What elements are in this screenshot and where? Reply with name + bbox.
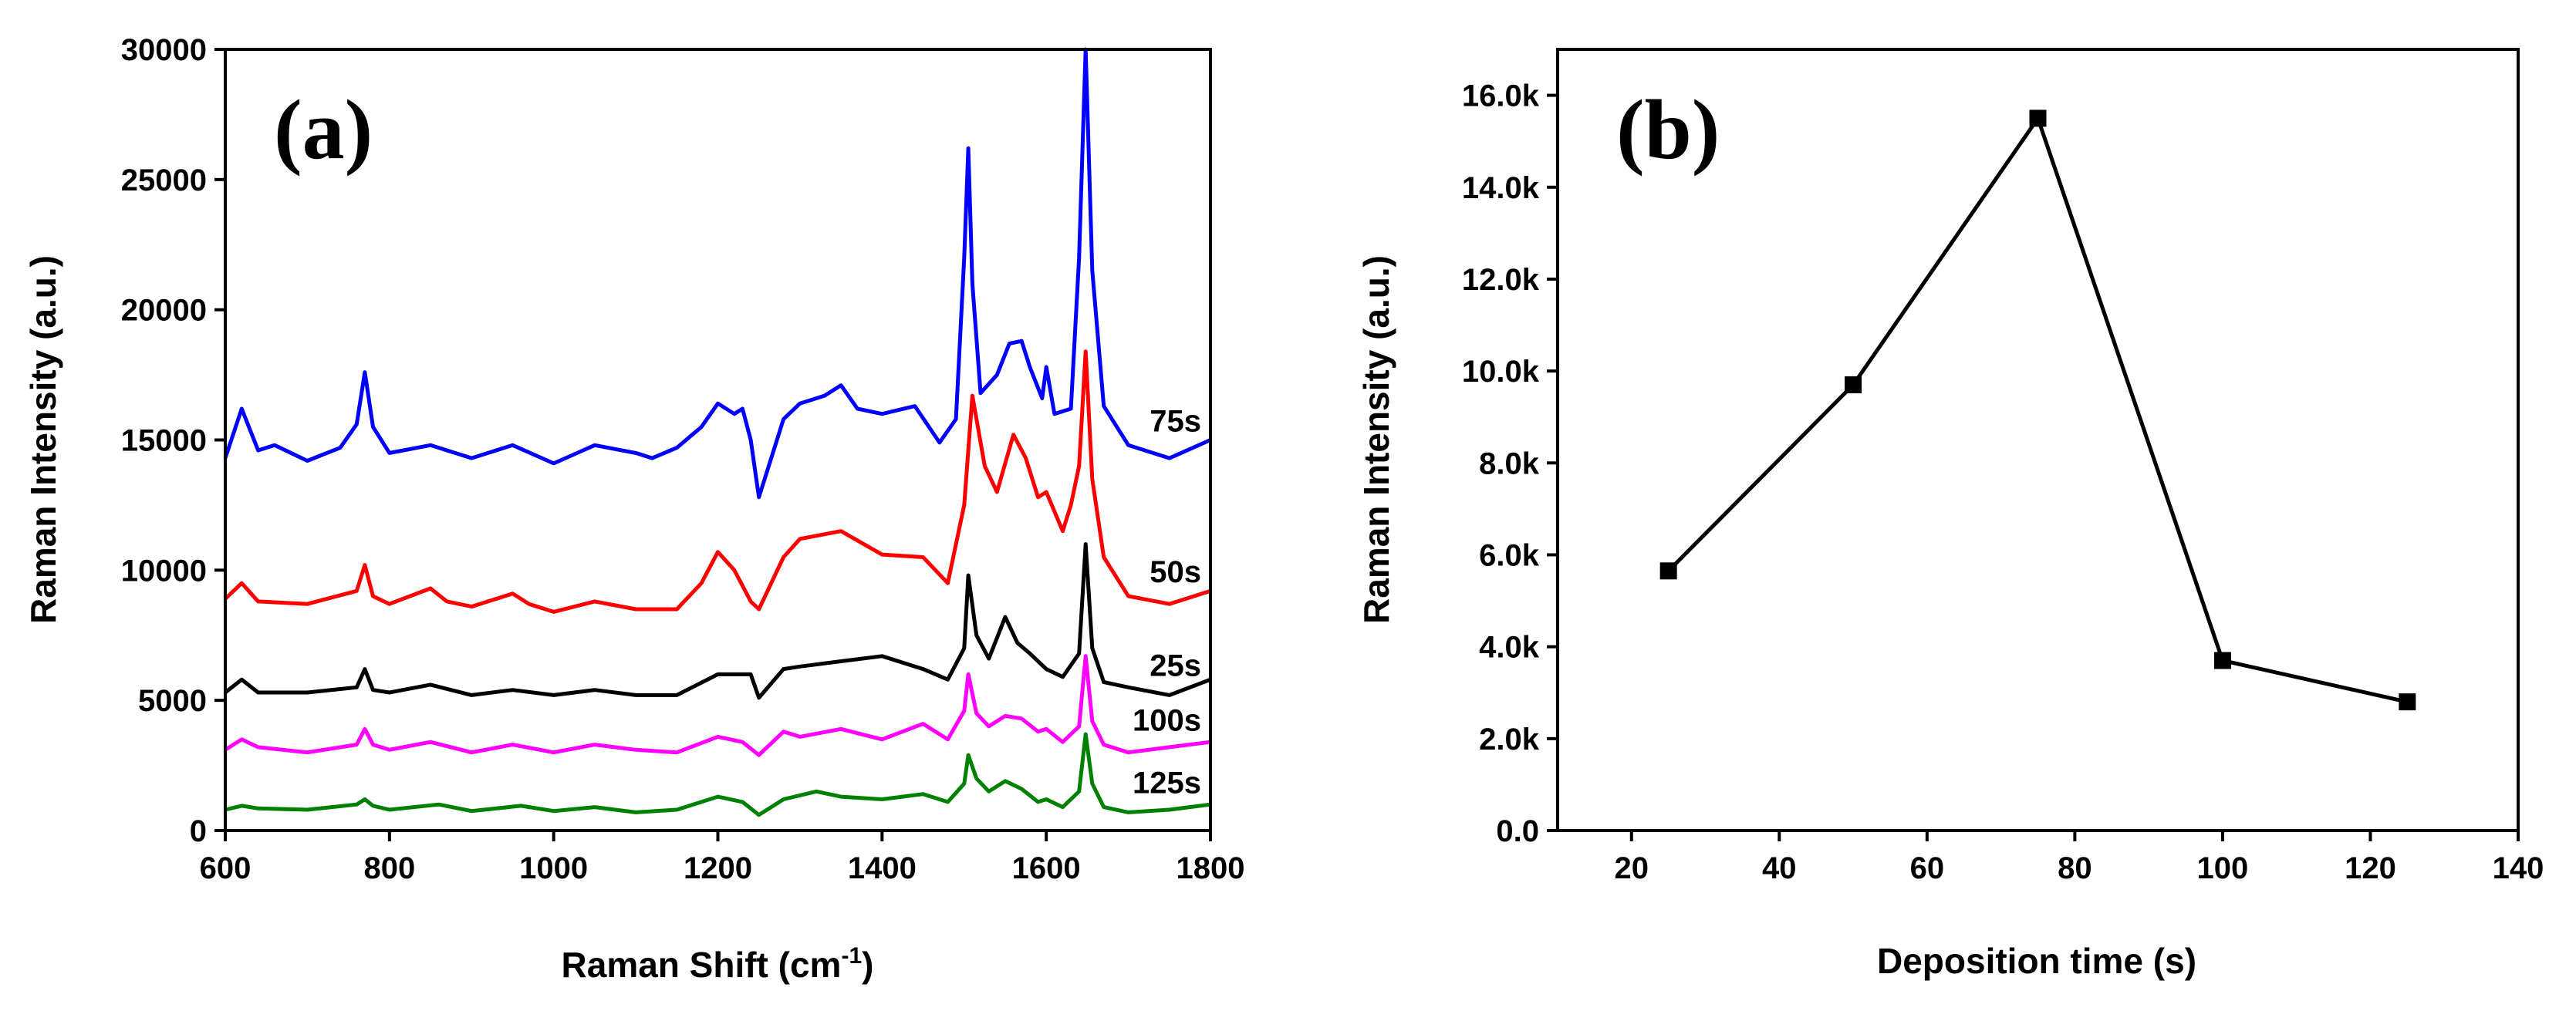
panel-b-y-tick-label: 6.0k xyxy=(1479,538,1540,572)
panel-a-y-axis-title: Raman Intensity (a.u.) xyxy=(23,255,63,624)
panel-a-x-tick-label: 1000 xyxy=(519,851,588,885)
panel-b-y-tick-label: 12.0k xyxy=(1462,263,1540,297)
series-line-raman-intensity xyxy=(1666,116,2408,704)
series-label-100s: 100s xyxy=(1133,704,1201,738)
panel-a-x-tick-label: 1200 xyxy=(684,851,752,885)
panel-a-y-tick-label: 15000 xyxy=(121,424,207,458)
panel-b-y-tick-label: 10.0k xyxy=(1462,355,1540,389)
data-point-marker xyxy=(1845,376,1862,393)
panel-b-y-tick-label: 2.0k xyxy=(1479,723,1540,757)
data-point-marker xyxy=(1659,562,1677,580)
series-label-75s: 75s xyxy=(1150,404,1201,438)
panel-b-plot-frame xyxy=(1556,48,2520,832)
panel-a-plot-frame xyxy=(224,48,1212,832)
panel-a-y-tick-label: 20000 xyxy=(121,294,207,328)
panel-a-label: (a) xyxy=(274,83,373,177)
series-label-125s: 125s xyxy=(1133,767,1201,800)
panel-b-x-tick-label: 120 xyxy=(2345,851,2396,885)
panel-a-y-tick-label: 5000 xyxy=(138,684,207,718)
panel-b-y-tick-label: 0.0 xyxy=(1496,814,1539,848)
panel-b-y-tick-label: 14.0k xyxy=(1462,171,1540,205)
panel-b-label: (b) xyxy=(1616,83,1720,177)
panel-b-x-tick-label: 100 xyxy=(2197,851,2249,885)
panel-a-y-tick-label: 30000 xyxy=(121,33,207,67)
panel-b-y-tick-label: 4.0k xyxy=(1479,631,1540,665)
panel-a-x-tick-label: 1600 xyxy=(1012,851,1081,885)
chart-panel-b: 20 40 60 80 100 120 140 0.0 2.0k 4.0k 6.0k 8.0k 10.0… xyxy=(1356,48,2544,981)
panel-b-x-tick-label: 60 xyxy=(1910,851,1945,885)
panel-b-y-tick-label: 8.0k xyxy=(1479,447,1540,480)
series-line-125s xyxy=(225,732,1211,817)
panel-a-x-axis-title: Raman Shift (cm-1) xyxy=(562,943,874,985)
data-point-marker xyxy=(2213,652,2231,669)
panel-a-x-tick-label: 1800 xyxy=(1177,851,1245,885)
panel-b-x-tick-label: 40 xyxy=(1762,851,1797,885)
panel-a-y-tick-label: 25000 xyxy=(121,163,207,197)
panel-b-x-axis-title: Deposition time (s) xyxy=(1877,941,2196,981)
data-point-marker xyxy=(2029,110,2047,127)
panel-a-series-group: 75s 50s 25s 100s 125s xyxy=(223,47,1212,817)
panel-a-x-tick-label: 600 xyxy=(200,851,252,885)
data-point-marker xyxy=(2399,693,2416,711)
panel-a-x-tick-label: 1400 xyxy=(848,851,917,885)
panel-b-series-group xyxy=(1659,110,2416,711)
panel-b-x-tick-label: 20 xyxy=(1615,851,1649,885)
panel-b-x-tick-label: 80 xyxy=(2058,851,2092,885)
series-line-50s xyxy=(224,349,1211,614)
panel-b-ticks: 20 40 60 80 100 120 140 0.0 2.0k 4.0k 6.0k 8.0k 10.0… xyxy=(1462,79,2544,885)
series-label-25s: 25s xyxy=(1150,649,1201,683)
chart-panel-a: 75s 50s 25s 100s 125s 600 800 1000 1200 1400 1600… xyxy=(23,33,1244,985)
series-label-50s: 50s xyxy=(1150,555,1201,589)
series-line-100s xyxy=(224,654,1211,757)
panel-a-ticks: 600 800 1000 1200 1400 1600 1800 0 5000 10000 1500… xyxy=(121,33,1245,885)
panel-a-x-tick-label: 800 xyxy=(363,851,415,885)
panel-a-y-tick-label: 10000 xyxy=(121,554,207,588)
panel-b-x-tick-label: 140 xyxy=(2493,851,2544,885)
series-line-25s xyxy=(224,542,1211,700)
panel-b-y-tick-label: 16.0k xyxy=(1462,79,1540,113)
panel-b-y-axis-title: Raman Intensity (a.u.) xyxy=(1356,255,1396,624)
series-line-75s xyxy=(223,47,1212,500)
panel-a-y-tick-label: 0 xyxy=(190,814,207,848)
